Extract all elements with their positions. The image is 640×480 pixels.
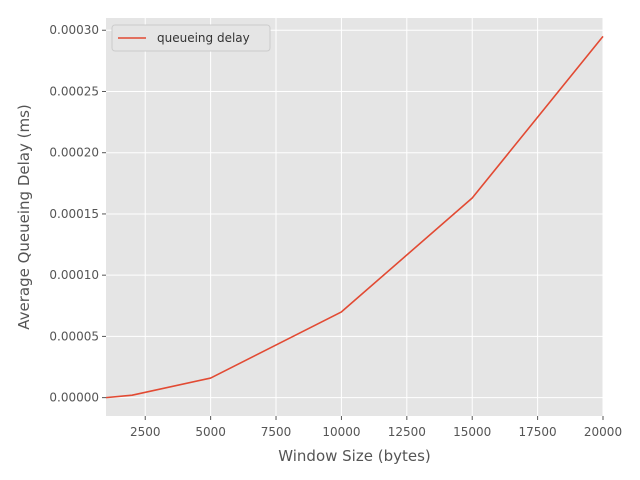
legend-label-queueing-delay: queueing delay — [157, 31, 250, 45]
series-layer — [105, 35, 604, 399]
y-tick-label: 0.00015 — [49, 207, 99, 221]
y-tick-label: 0.00000 — [49, 391, 99, 405]
legend-box — [111, 24, 271, 52]
x-tick-label: 5000 — [195, 425, 226, 439]
x-tick-label: 20000 — [584, 425, 622, 439]
y-tick-label: 0.00020 — [49, 146, 99, 160]
y-tick-label: 0.00010 — [49, 268, 99, 282]
y-gridlines — [106, 29, 603, 399]
x-tick-label: 15000 — [453, 425, 491, 439]
y-tick-label: 0.00025 — [49, 84, 99, 98]
legend: queueing delay — [111, 24, 271, 52]
y-axis-label: Average Queueing Delay (ms) — [15, 104, 33, 330]
x-tick-label: 17500 — [519, 425, 557, 439]
y-tick-label: 0.00030 — [49, 23, 99, 37]
series-line-queueing-delay — [105, 35, 604, 399]
x-axis-label: Window Size (bytes) — [278, 447, 431, 465]
y-axis-ticks: 0.00000 0.00005 0.00010 0.00015 0.00020 0.000… — [49, 23, 106, 405]
x-axis-ticks: 2500 5000 7500 10000 12500 15000 17500 20000 — [130, 416, 622, 439]
x-tick-label: 7500 — [261, 425, 292, 439]
plot-area — [106, 18, 603, 416]
x-tick-label: 10000 — [322, 425, 360, 439]
x-tick-label: 2500 — [130, 425, 161, 439]
x-gridlines — [144, 18, 604, 416]
y-tick-label: 0.00005 — [49, 329, 99, 343]
x-tick-label: 12500 — [388, 425, 426, 439]
